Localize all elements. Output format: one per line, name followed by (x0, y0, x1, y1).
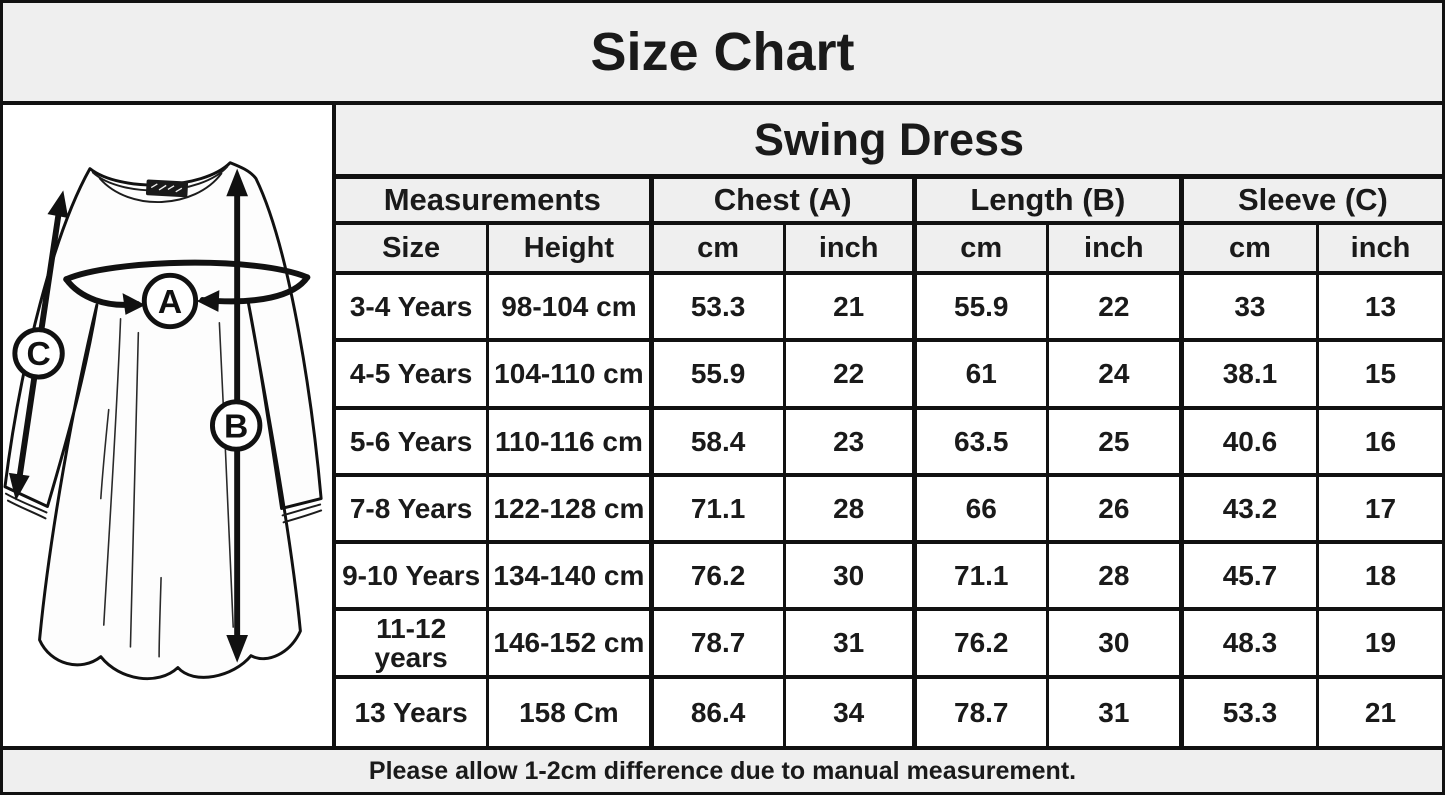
cell-length-cm: 76.2 (916, 611, 1049, 679)
chest-label-badge: A (141, 272, 199, 330)
sub-header-height: Height (489, 225, 654, 275)
sleeve-arrowhead-top (47, 190, 69, 219)
title-bar: Size Chart (3, 3, 1442, 105)
sub-header-chest-inch: inch (785, 225, 917, 275)
cell-length-cm: 55.9 (916, 275, 1049, 343)
cell-sleeve-cm: 53.3 (1183, 678, 1319, 746)
cell-chest-inch: 21 (785, 275, 917, 343)
page-title: Size Chart (590, 22, 855, 82)
cell-chest-inch: 28 (785, 476, 917, 545)
chest-arrowhead-left (122, 293, 146, 315)
right-cuff-lines (281, 503, 323, 524)
length-arrowhead-bottom (226, 634, 249, 663)
cell-length-inch: 26 (1048, 476, 1184, 545)
collar-band-line (98, 172, 223, 204)
sub-header-length-cm: cm (916, 225, 1049, 275)
cell-size: 11-12 years (336, 611, 490, 679)
cell-length-inch: 22 (1048, 275, 1184, 343)
sub-header-chest-cm: cm (653, 225, 786, 275)
sleeve-label: C (26, 336, 50, 373)
cell-chest-cm: 53.3 (653, 275, 786, 343)
cell-chest-cm: 55.9 (653, 342, 786, 410)
cell-chest-cm: 71.1 (653, 476, 786, 545)
cell-sleeve-inch: 13 (1318, 275, 1442, 343)
cell-length-cm: 61 (916, 342, 1049, 410)
cell-length-cm: 71.1 (916, 544, 1049, 612)
footer-note: Please allow 1-2cm difference due to man… (368, 756, 1077, 785)
dress-diagram-panel: A B C (3, 105, 336, 746)
cell-length-cm: 66 (916, 476, 1049, 545)
cell-chest-cm: 58.4 (653, 409, 786, 477)
chest-measure-arrow (63, 259, 311, 315)
group-header-length: Length (B) (916, 179, 1184, 225)
cell-height: 110-116 cm (489, 409, 654, 477)
cell-size: 4-5 Years (336, 342, 490, 410)
cell-sleeve-cm: 45.7 (1183, 544, 1319, 612)
footer-note-bar: Please allow 1-2cm difference due to man… (3, 746, 1442, 792)
cell-height: 104-110 cm (489, 342, 654, 410)
group-header-measurements: Measurements (336, 179, 654, 225)
cell-height: 134-140 cm (489, 544, 654, 612)
cell-chest-inch: 34 (785, 678, 917, 746)
sleeve-arrowhead-bottom (8, 472, 30, 501)
cell-sleeve-cm: 48.3 (1183, 611, 1319, 679)
cell-height: 146-152 cm (489, 611, 654, 679)
cell-sleeve-inch: 21 (1318, 678, 1442, 746)
cell-sleeve-inch: 18 (1318, 544, 1442, 612)
cell-sleeve-cm: 38.1 (1183, 342, 1319, 410)
cell-length-inch: 31 (1048, 678, 1184, 746)
cell-length-inch: 25 (1048, 409, 1184, 477)
cell-sleeve-inch: 16 (1318, 409, 1442, 477)
product-title: Swing Dress (336, 105, 1442, 179)
group-header-chest: Chest (A) (653, 179, 917, 225)
cell-length-inch: 28 (1048, 544, 1184, 612)
cell-chest-cm: 86.4 (653, 678, 786, 746)
dress-diagram: A B C (3, 161, 323, 681)
sub-header-size: Size (336, 225, 490, 275)
skirt-fold-lines (100, 318, 234, 658)
cell-height: 98-104 cm (489, 275, 654, 343)
cell-chest-cm: 78.7 (653, 611, 786, 679)
sleeve-label-badge: C (12, 327, 65, 380)
chest-arrowhead-right (196, 290, 220, 312)
size-chart-table: Swing Dress Measurements Chest (A) Lengt… (336, 105, 1442, 746)
cell-sleeve-cm: 43.2 (1183, 476, 1319, 545)
cell-length-cm: 78.7 (916, 678, 1049, 746)
chest-label: A (158, 284, 182, 321)
cell-size: 7-8 Years (336, 476, 490, 545)
left-cuff-lines (4, 492, 48, 520)
cell-chest-cm: 76.2 (653, 544, 786, 612)
sub-header-length-inch: inch (1048, 225, 1184, 275)
content-area: A B C Swing Dress Measurements Chest (A)… (3, 105, 1442, 746)
cell-chest-inch: 30 (785, 544, 917, 612)
cell-sleeve-inch: 15 (1318, 342, 1442, 410)
cell-sleeve-cm: 33 (1183, 275, 1319, 343)
length-label-badge: B (209, 399, 263, 452)
length-arrowhead-top (226, 168, 249, 197)
cell-length-cm: 63.5 (916, 409, 1049, 477)
cell-height: 158 Cm (489, 678, 654, 746)
cell-length-inch: 24 (1048, 342, 1184, 410)
cell-chest-inch: 31 (785, 611, 917, 679)
neck-tag (145, 179, 189, 198)
cell-chest-inch: 22 (785, 342, 917, 410)
cell-chest-inch: 23 (785, 409, 917, 477)
sub-header-sleeve-inch: inch (1318, 225, 1442, 275)
cell-sleeve-inch: 19 (1318, 611, 1442, 679)
cell-sleeve-inch: 17 (1318, 476, 1442, 545)
cell-length-inch: 30 (1048, 611, 1184, 679)
group-header-sleeve: Sleeve (C) (1183, 179, 1442, 225)
cell-size: 9-10 Years (336, 544, 490, 612)
cell-sleeve-cm: 40.6 (1183, 409, 1319, 477)
length-label: B (224, 408, 248, 445)
cell-size: 13 Years (336, 678, 490, 746)
sub-header-sleeve-cm: cm (1183, 225, 1319, 275)
cell-height: 122-128 cm (489, 476, 654, 545)
cell-size: 3-4 Years (336, 275, 490, 343)
cell-size: 5-6 Years (336, 409, 490, 477)
